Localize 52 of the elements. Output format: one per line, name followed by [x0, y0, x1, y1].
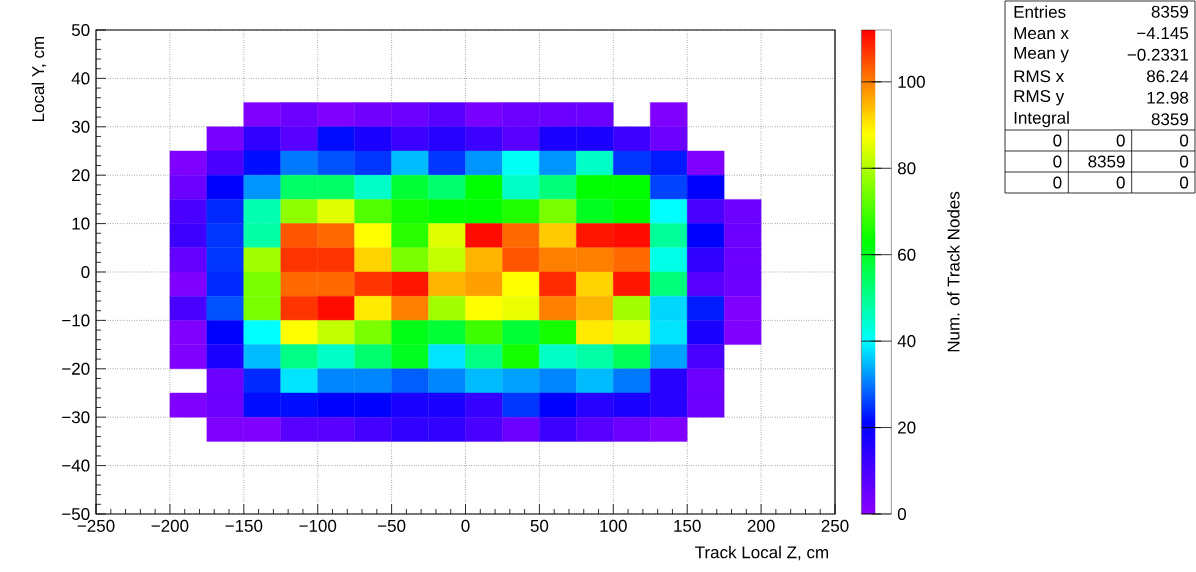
color-bar-label: 100	[898, 75, 925, 88]
text: 8359	[1151, 113, 1188, 126]
text: 0	[1180, 176, 1189, 189]
color-bar-title: Num. of Track Nodes	[947, 191, 960, 352]
text: Mean x	[1014, 27, 1069, 40]
color-bar-label: 20	[898, 421, 916, 434]
y-tick-label: 0	[81, 265, 90, 279]
y-tick-label: 10	[72, 217, 90, 230]
color-bar-label: 40	[897, 335, 916, 348]
text: 8359	[1151, 5, 1188, 18]
text: 8359	[1088, 155, 1125, 168]
text: −0.2331	[1127, 48, 1188, 61]
text: 0	[1053, 134, 1062, 147]
text: RMS y	[1014, 90, 1065, 106]
text: Integral	[1014, 111, 1069, 128]
y-tick-label: −50	[62, 507, 90, 521]
text: Mean y	[1014, 47, 1069, 63]
text: 0	[1180, 134, 1189, 147]
x-tick-label: 150	[674, 519, 701, 532]
x-tick-label: −100	[299, 519, 337, 532]
x-tick-label: 200	[747, 519, 775, 532]
x-axis-title: Track Local Z, cm	[695, 545, 829, 561]
y-tick-label: 40	[71, 72, 90, 85]
y-tick-label: −30	[62, 411, 90, 424]
text: 0	[1053, 176, 1062, 189]
text: 0	[1053, 155, 1062, 168]
text: 0	[1180, 155, 1189, 168]
text: −4.145	[1137, 27, 1189, 40]
x-tick-label: −250	[77, 519, 115, 532]
x-tick-label: 0	[461, 519, 470, 532]
color-bar-label: 0	[897, 507, 907, 521]
color-bar-label: 60	[898, 248, 916, 261]
x-tick-label: 50	[530, 519, 549, 532]
x-tick-label: −150	[225, 519, 263, 532]
x-tick-label: 250	[821, 519, 849, 532]
text: RMS x	[1014, 70, 1064, 83]
y-tick-label: 30	[71, 120, 90, 133]
y-tick-label: 50	[71, 23, 90, 37]
text: 0	[1116, 134, 1125, 147]
x-tick-label: −50	[378, 519, 406, 532]
text: 86.24	[1146, 70, 1189, 83]
y-tick-label: −10	[62, 314, 90, 327]
y-tick-label: −20	[62, 362, 90, 375]
x-tick-label: 100	[600, 519, 627, 532]
y-tick-label: −40	[62, 459, 90, 472]
color-bar-label: 80	[897, 162, 916, 175]
y-axis-title: Local Y, cm	[31, 36, 47, 122]
x-tick-label: −200	[151, 519, 189, 532]
text: 12.98	[1147, 91, 1189, 104]
text: 0	[1116, 176, 1125, 189]
y-tick-label: 20	[72, 169, 90, 182]
text: Entries	[1014, 5, 1066, 18]
